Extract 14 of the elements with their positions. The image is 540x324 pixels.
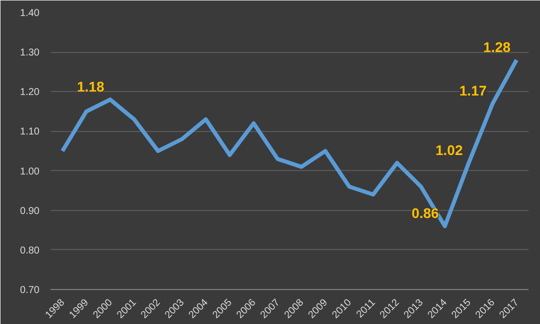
y-tick-label: 1.10 (20, 126, 40, 138)
data-label: 1.17 (459, 82, 487, 99)
data-label: 0.86 (412, 205, 440, 222)
y-tick-label: 1.00 (20, 166, 40, 178)
y-tick-label: 0.80 (20, 245, 40, 256)
data-label: 1.18 (77, 78, 104, 95)
y-tick-label: 1.40 (20, 8, 40, 19)
y-tick-label: 0.70 (20, 285, 40, 296)
line-series (60, 58, 519, 228)
y-tick-label: 1.30 (20, 48, 40, 59)
y-tick-label: 1.20 (20, 87, 40, 98)
y-tick-label: 0.90 (20, 206, 40, 217)
data-label: 1.28 (483, 38, 511, 55)
data-label: 1.02 (436, 142, 463, 158)
